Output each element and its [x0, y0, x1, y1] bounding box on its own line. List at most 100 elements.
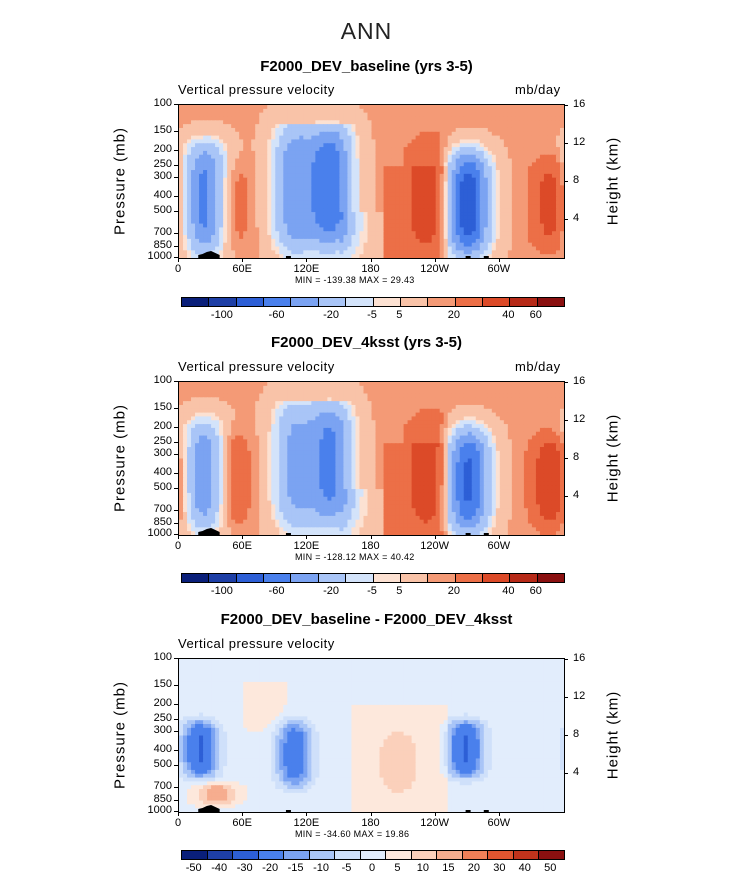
field-cell: [500, 250, 505, 254]
field-cell: [339, 178, 344, 182]
field-cell: [247, 120, 252, 124]
field-cell: [307, 420, 312, 424]
field-cell: [436, 409, 441, 413]
field-cell: [263, 189, 268, 193]
field-cell: [195, 197, 200, 201]
field-cell: [436, 120, 441, 124]
field-cell: [303, 397, 308, 401]
field-cell: [207, 136, 212, 140]
field-cell: [195, 193, 200, 197]
field-cell: [303, 231, 308, 235]
field-cell: [187, 247, 192, 251]
field-cell: [428, 397, 433, 401]
field-cell: [311, 197, 316, 201]
field-cell: [191, 424, 196, 428]
field-cell: [235, 193, 240, 197]
field-cell: [540, 401, 545, 405]
field-cell: [384, 185, 389, 189]
field-cell: [496, 397, 501, 401]
field-cell: [279, 128, 284, 132]
field-cell: [512, 139, 517, 143]
colorbar-label: -60: [257, 309, 297, 321]
field-cell: [532, 147, 537, 151]
field-cell: [376, 405, 381, 409]
field-cell: [468, 136, 473, 140]
field-cell: [263, 166, 268, 170]
field-cell: [363, 185, 368, 189]
colorbar-swatch: [346, 298, 373, 306]
field-cell: [440, 151, 445, 155]
field-cell: [428, 254, 433, 258]
field-cell: [327, 401, 332, 405]
field-cell: [400, 409, 405, 413]
field-cell: [183, 185, 188, 189]
field-cell: [187, 386, 192, 390]
field-cell: [484, 390, 489, 394]
field-cell: [392, 120, 397, 124]
field-cell: [315, 220, 320, 224]
field-cell: [343, 208, 348, 212]
field-cell: [203, 109, 208, 113]
field-cell: [215, 208, 220, 212]
field-cell: [179, 382, 184, 386]
field-cell: [323, 170, 328, 174]
field-cell: [211, 382, 216, 386]
field-cell: [315, 132, 320, 136]
field-cell: [532, 405, 537, 409]
field-cell: [540, 151, 545, 155]
field-cell: [231, 413, 236, 417]
units-label: mb/day: [515, 82, 561, 97]
field-cell: [440, 231, 445, 235]
field-cell: [239, 151, 244, 155]
field-cell: [287, 132, 292, 136]
field-cell: [544, 155, 549, 159]
field-cell: [239, 413, 244, 417]
field-cell: [179, 178, 184, 182]
field-cell: [552, 105, 557, 109]
field-cell: [472, 235, 477, 239]
field-cell: [548, 120, 553, 124]
field-cell: [363, 393, 368, 397]
x-tick: [306, 258, 307, 262]
field-cell: [263, 201, 268, 205]
field-cell: [500, 139, 505, 143]
field-cell: [263, 224, 268, 228]
field-cell: [420, 220, 425, 224]
field-cell: [251, 239, 256, 243]
field-cell: [215, 409, 220, 413]
field-cell: [319, 132, 324, 136]
field-cell: [179, 132, 184, 136]
field-cell: [404, 139, 409, 143]
field-cell: [267, 405, 272, 409]
field-cell: [560, 405, 564, 409]
field-cell: [544, 239, 549, 243]
field-cell: [528, 409, 533, 413]
field-cell: [215, 166, 220, 170]
field-cell: [275, 147, 280, 151]
field-cell: [311, 155, 316, 159]
field-cell: [255, 227, 260, 231]
field-cell: [536, 143, 541, 147]
field-cell: [548, 193, 553, 197]
field-cell: [516, 393, 521, 397]
field-cell: [456, 390, 461, 394]
field-cell: [396, 132, 401, 136]
field-cell: [468, 416, 473, 420]
field-cell: [380, 155, 385, 159]
field-cell: [203, 193, 208, 197]
field-cell: [247, 139, 252, 143]
field-cell: [255, 208, 260, 212]
field-cell: [343, 416, 348, 420]
field-cell: [359, 159, 364, 163]
field-cell: [488, 182, 493, 186]
field-cell: [191, 239, 196, 243]
field-cell: [203, 235, 208, 239]
field-cell: [207, 220, 212, 224]
field-cell: [488, 250, 493, 254]
field-cell: [404, 189, 409, 193]
field-cell: [408, 159, 413, 163]
field-cell: [488, 401, 493, 405]
field-cell: [480, 197, 485, 201]
field-cell: [187, 413, 192, 417]
field-cell: [279, 227, 284, 231]
